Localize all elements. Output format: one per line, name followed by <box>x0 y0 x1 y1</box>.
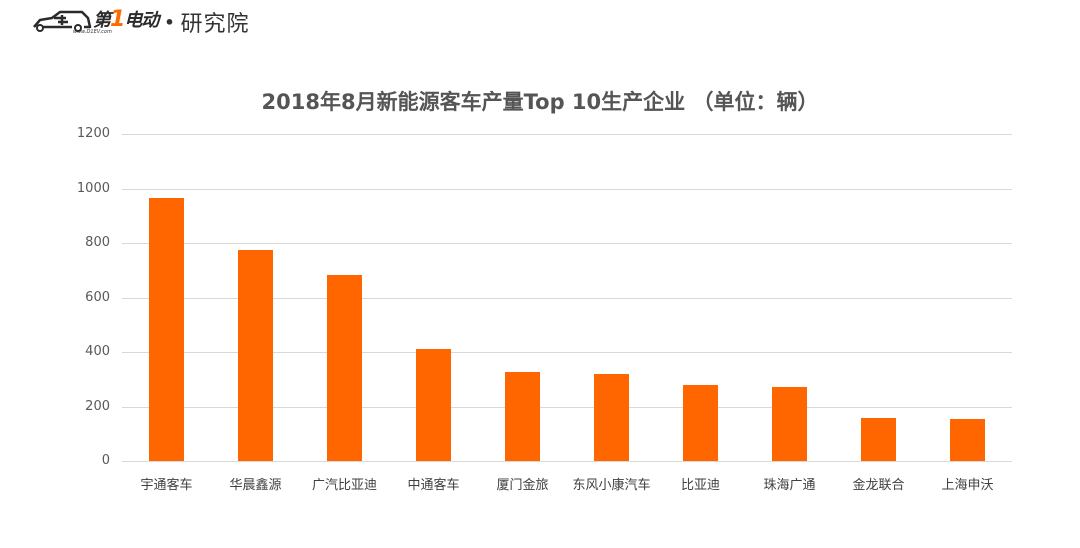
gridline <box>122 297 1012 299</box>
y-tick-label: 1200 <box>76 126 110 141</box>
gridline <box>122 352 1012 353</box>
x-tick-label: 中通客车 <box>407 478 460 493</box>
y-tick-label: 800 <box>85 235 110 250</box>
x-tick-label: 广汽比亚迪 <box>311 478 377 493</box>
logo-department: 研究院 <box>180 12 250 37</box>
bar <box>238 250 273 461</box>
bar <box>149 197 184 461</box>
logo-url: www.D1EV.com <box>73 28 112 35</box>
x-tick-label: 比亚迪 <box>680 478 720 493</box>
bar <box>327 274 362 461</box>
y-tick-label: 0 <box>101 453 110 468</box>
x-tick-label: 宇通客车 <box>140 478 193 493</box>
bar <box>772 386 807 461</box>
x-tick-label: 华晨鑫源 <box>229 478 282 493</box>
logo-brand-prefix: 第 <box>93 9 111 31</box>
logo-brand-suffix: 电动 <box>124 9 159 31</box>
logo-separator: • <box>164 12 175 32</box>
bar <box>594 373 629 461</box>
logo-brand: 第1电动 www.D1EV.com <box>73 6 159 35</box>
y-tick-label: 1000 <box>76 180 110 196</box>
gridline <box>122 134 1012 135</box>
logo-brand-one: 1 <box>110 6 125 32</box>
gridline <box>122 243 1012 244</box>
gridline <box>122 188 1012 190</box>
y-tick-label: 200 <box>85 398 110 414</box>
gridline <box>122 461 1012 462</box>
y-tick-label: 600 <box>85 289 110 305</box>
bar <box>861 417 896 461</box>
bar <box>950 419 985 461</box>
bar <box>683 384 718 461</box>
plot-area <box>122 134 1012 462</box>
x-tick-label: 厦门金旅 <box>496 478 549 493</box>
x-tick-label: 珠海广通 <box>763 478 816 493</box>
car-icon <box>33 10 92 32</box>
chart-title: 2018年8月新能源客车产量Top 10生产企业 （单位：辆） <box>261 90 819 114</box>
bar <box>416 349 451 461</box>
x-tick-label: 上海申沃 <box>941 478 994 493</box>
bar <box>505 371 540 461</box>
logo: 第1电动 www.D1EV.com • 研究院 <box>32 6 250 38</box>
x-tick-label: 东风小康汽车 <box>572 478 651 493</box>
y-tick-label: 400 <box>85 344 110 359</box>
x-tick-label: 金龙联合 <box>852 478 905 493</box>
gridline <box>122 406 1012 408</box>
